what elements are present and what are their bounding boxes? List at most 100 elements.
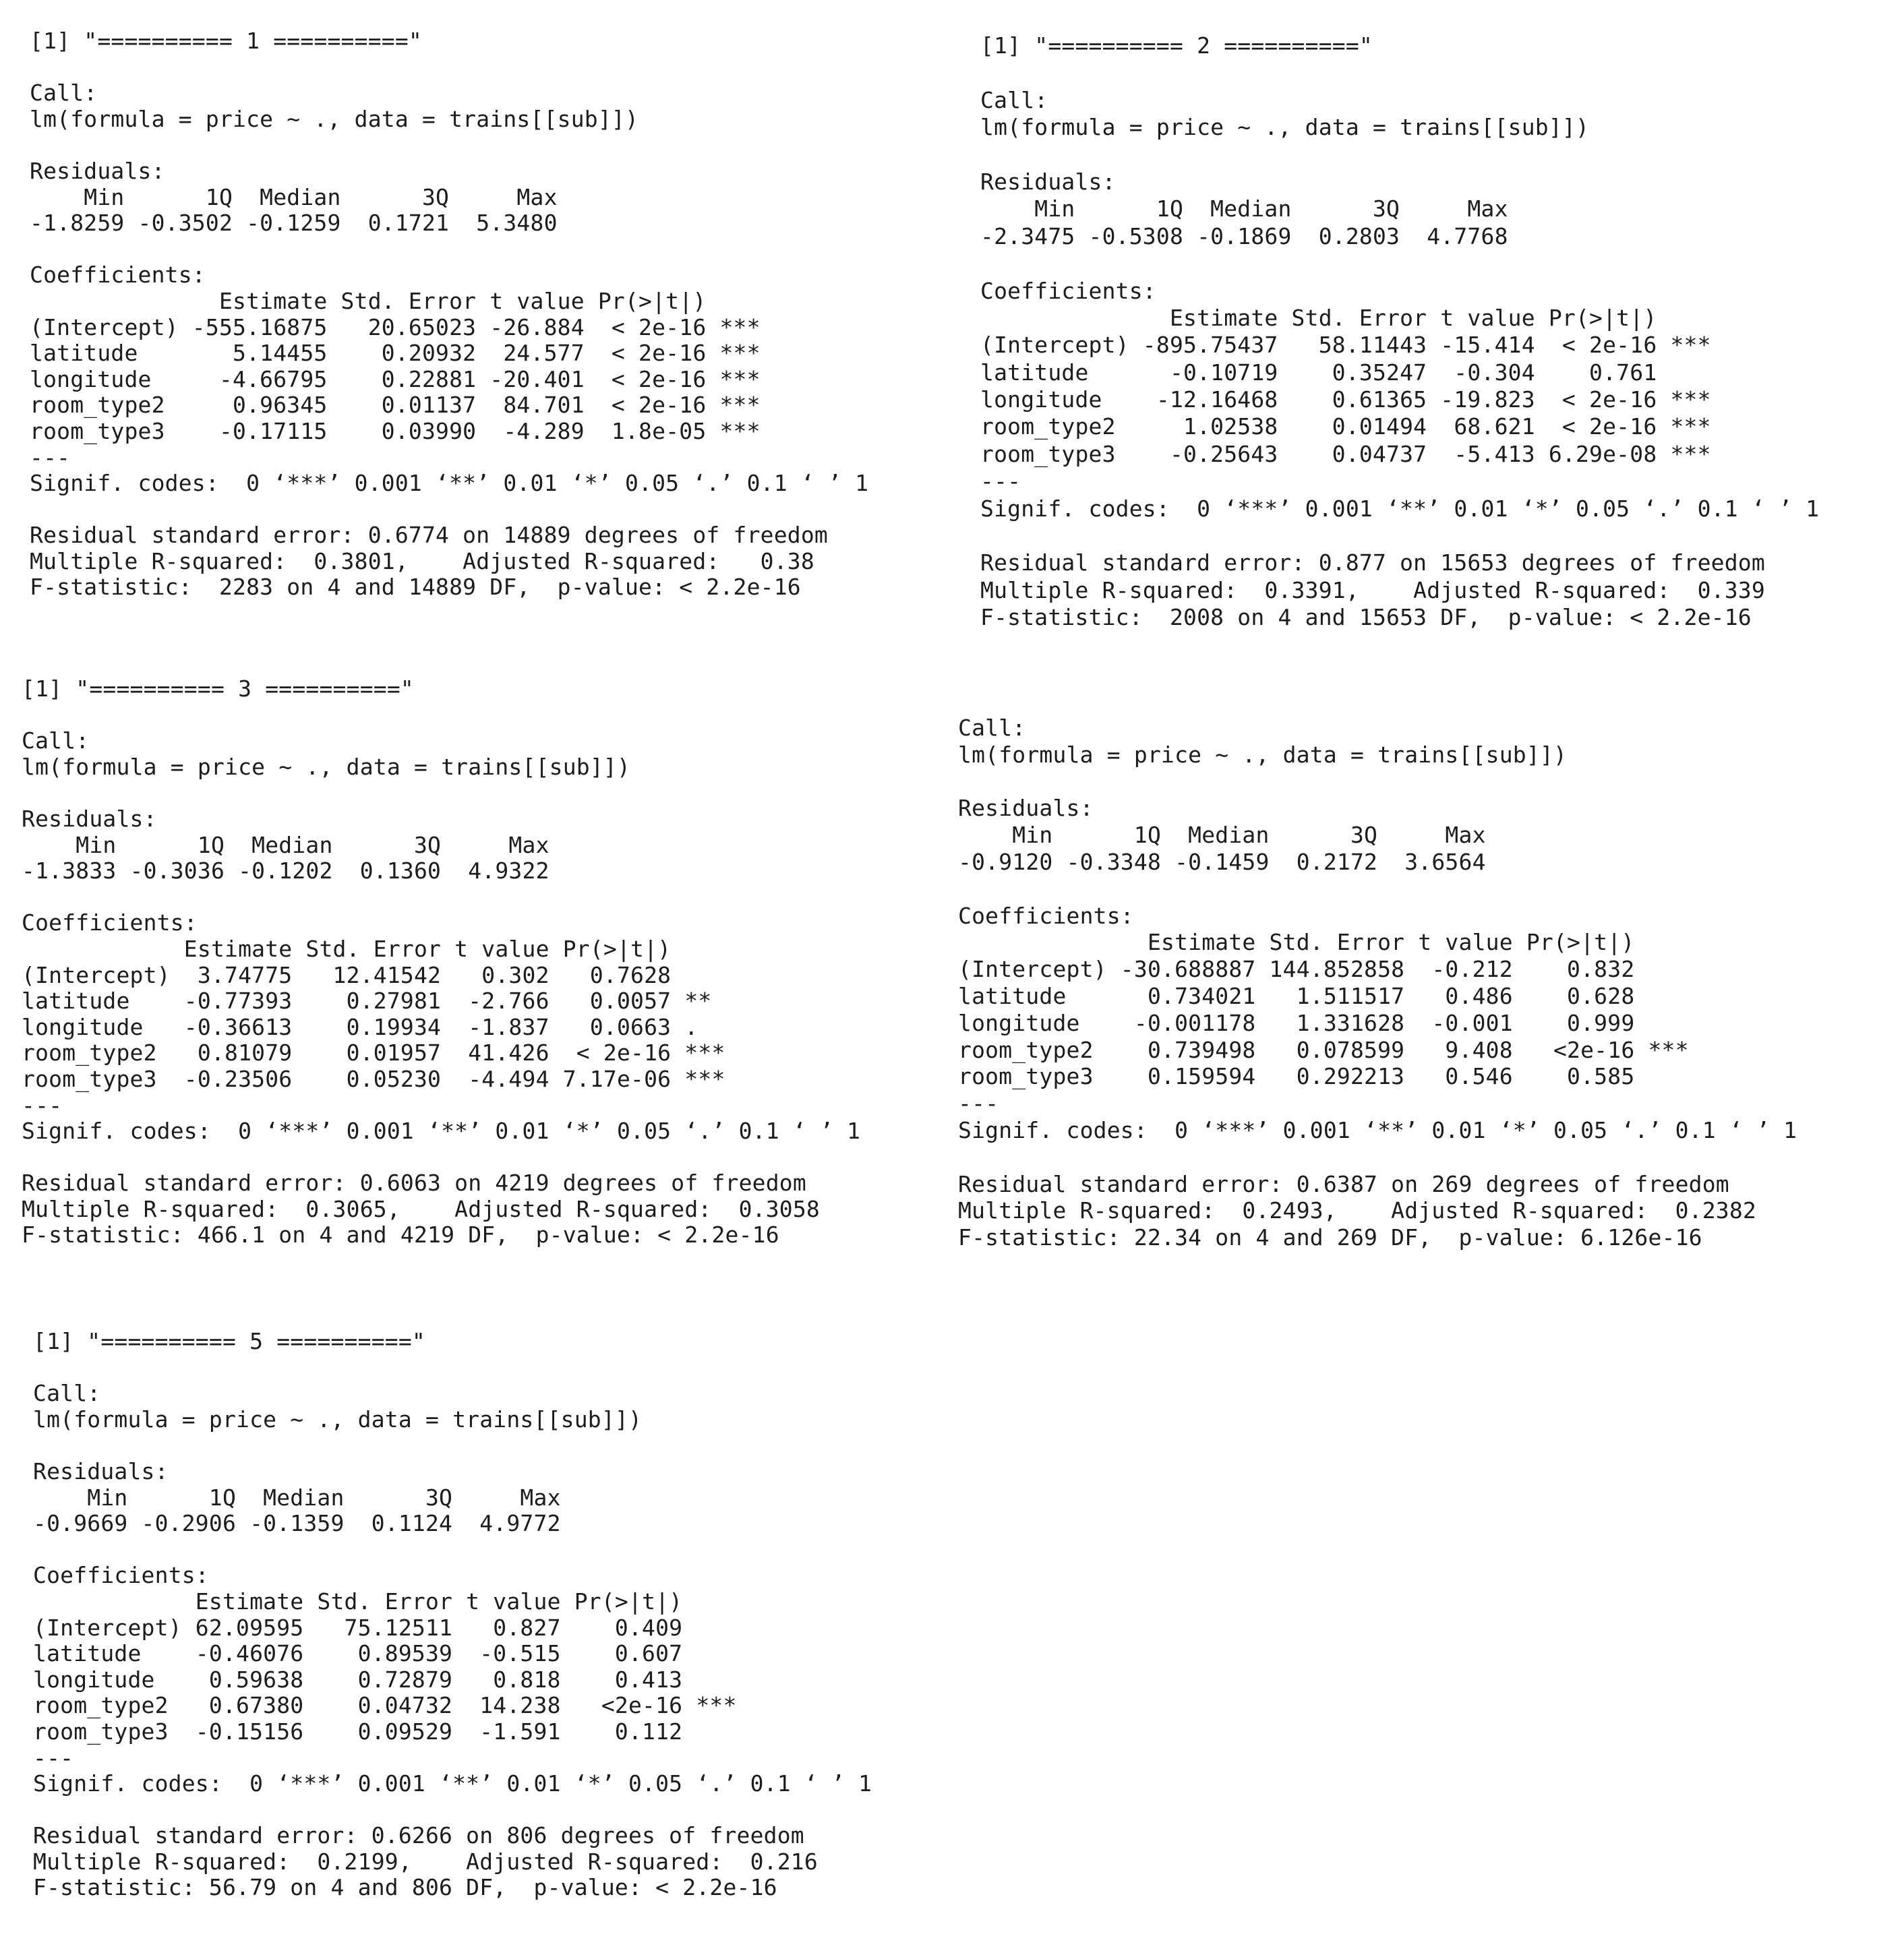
console-line: longitude -4.66795 0.22881 -20.401 < 2e-… [30,365,761,392]
console-line: Residual standard error: 0.877 on 15653 … [980,549,1765,576]
regression-output-3: [1] "========== 3 ==========" Call: lm(for… [22,675,861,1249]
console-line: room_type3 -0.17115 0.03990 -4.289 1.8e-… [30,417,761,444]
console-line: Multiple R-squared: 0.3391, Adjusted R-s… [980,576,1779,603]
console-line: room_type2 0.96345 0.01137 84.701 < 2e-1… [30,392,761,419]
console-line: F-statistic: 2283 on 4 and 14889 DF, p-v… [30,574,801,601]
console-line: Multiple R-squared: 0.2493, Adjusted R-s… [958,1197,1771,1224]
console-line: Min 1Q Median 3Q Max [22,831,563,858]
console-line: latitude -0.46076 0.89539 -0.515 0.607 [33,1640,737,1667]
console-line [980,59,1819,86]
console-line: [1] "========== 1 ==========" [30,28,422,54]
console-line: Multiple R-squared: 0.3801, Adjusted R-s… [30,547,828,574]
console-line: Residual standard error: 0.6063 on 4219 … [22,1170,806,1197]
console-line [33,1355,872,1381]
console-line: Coefficients: [30,262,206,289]
console-line: Call: [958,715,1026,741]
console-line: Residual standard error: 0.6266 on 806 d… [33,1822,804,1849]
console-line [22,702,860,729]
console-line: room_type2 0.67380 0.04732 14.238 <2e-16… [33,1692,737,1719]
console-line [980,522,1819,549]
console-line [980,142,1819,169]
console-line: Coefficients: [22,909,198,936]
console-line: [1] "========== 5 ==========" [33,1328,425,1354]
console-line [958,876,1797,903]
console-line: F-statistic: 466.1 on 4 and 4219 DF, p-v… [22,1222,779,1249]
console-line: Estimate Std. Error t value Pr(>|t|) [30,287,761,314]
console-line: longitude 0.59638 0.72879 0.818 0.413 [33,1666,737,1693]
console-line: Call: [980,86,1048,113]
console-line: Multiple R-squared: 0.2199, Adjusted R-s… [33,1848,831,1875]
console-line: longitude -0.001178 1.331628 -0.001 0.99… [958,1009,1689,1036]
console-line: F-statistic: 2008 on 4 and 15653 DF, p-v… [980,604,1752,631]
console-line: latitude 5.14455 0.20932 24.577 < 2e-16 … [30,340,761,367]
console-line [30,237,868,263]
console-line: lm(formula = price ~ ., data = trains[[s… [22,753,631,780]
console-line [958,769,1797,795]
console-line: Residuals: [33,1457,169,1484]
console-line: room_type3 -0.23506 0.05230 -4.494 7.17e… [22,1065,725,1092]
console-line: Estimate Std. Error t value Pr(>|t|) [22,935,725,962]
console-line: Residuals: [30,157,165,184]
console-line [22,780,860,806]
regression-output-2: [1] "========== 2 ==========" Call: lm(for… [980,32,1819,632]
console-line: Min 1Q Median 3Q Max [33,1484,574,1511]
console-line: lm(formula = price ~ ., data = trains[[s… [980,114,1590,141]
console-line: Signif. codes: 0 ‘***’ 0.001 ‘**’ 0.01 ‘… [30,470,869,497]
console-line: --- [980,468,1021,495]
console-line: latitude 0.734021 1.511517 0.486 0.628 [958,982,1689,1009]
console-line: room_type2 0.739498 0.078599 9.408 <2e-1… [958,1036,1689,1063]
console-line: (Intercept) 3.74775 12.41542 0.302 0.762… [22,961,725,988]
console-line: (Intercept) 62.09595 75.12511 0.827 0.40… [33,1614,737,1641]
console-line: Coefficients: [958,902,1134,929]
console-line: Residuals: [980,168,1116,195]
console-line: lm(formula = price ~ ., data = trains[[s… [958,741,1568,768]
console-line: (Intercept) -30.688887 144.852858 -0.212… [958,956,1689,983]
regression-output-4: Call: lm(formula = price ~ ., data = trai… [958,715,1797,1251]
console-line: Min 1Q Median 3Q Max [980,196,1522,222]
console-line: Coefficients: [33,1562,209,1589]
console-line: -0.9120 -0.3348 -0.1459 0.2172 3.6564 [958,848,1499,875]
console-line: Residual standard error: 0.6774 on 14889… [30,522,828,549]
console-line [30,497,868,523]
console-line: Call: [33,1380,101,1407]
console-line: Coefficients: [980,277,1156,304]
console-line [30,55,868,81]
console-line: --- [958,1090,999,1117]
console-line: (Intercept) -555.16875 20.65023 -26.884 … [30,313,761,340]
console-line: Signif. codes: 0 ‘***’ 0.001 ‘**’ 0.01 ‘… [958,1116,1797,1143]
console-line: room_type3 0.159594 0.292213 0.546 0.585 [958,1063,1689,1090]
console-line: room_type2 1.02538 0.01494 68.621 < 2e-1… [980,413,1711,440]
console-line [30,132,868,158]
console-line: -1.3833 -0.3036 -0.1202 0.1360 4.9322 [22,858,563,884]
console-line: lm(formula = price ~ ., data = trains[[s… [30,105,639,132]
console-line: Residuals: [958,795,1094,822]
console-line: lm(formula = price ~ ., data = trains[[s… [33,1406,643,1433]
console-line: Estimate Std. Error t value Pr(>|t|) [980,304,1711,331]
console-line: latitude -0.10719 0.35247 -0.304 0.761 [980,359,1711,386]
console-line [22,1145,860,1171]
console-line: room_type3 -0.25643 0.04737 -5.413 6.29e… [980,440,1711,467]
regression-output-1: [1] "========== 1 ==========" Call: lm(for… [30,28,868,601]
console-line: --- [33,1744,74,1771]
console-line [958,1144,1797,1171]
console-line [33,1433,872,1459]
console-line: (Intercept) -895.75437 58.11443 -15.414 … [980,332,1711,359]
console-line: --- [22,1091,63,1118]
console-line: Residual standard error: 0.6387 on 269 d… [958,1170,1729,1197]
console-line [22,884,860,911]
console-line: Estimate Std. Error t value Pr(>|t|) [958,929,1689,956]
console-line [33,1797,872,1824]
console-line: Signif. codes: 0 ‘***’ 0.001 ‘**’ 0.01 ‘… [22,1118,861,1145]
console-line: Min 1Q Median 3Q Max [958,822,1499,849]
console-line: latitude -0.77393 0.27981 -2.766 0.0057 … [22,988,725,1015]
regression-output-5: [1] "========== 5 ==========" Call: lm(for… [33,1328,872,1901]
console-line: longitude -0.36613 0.19934 -1.837 0.0663… [22,1013,725,1040]
console-line: Multiple R-squared: 0.3065, Adjusted R-s… [22,1195,834,1222]
console-line: Call: [30,80,98,107]
console-line: Estimate Std. Error t value Pr(>|t|) [33,1588,737,1615]
console-line: [1] "========== 3 ==========" [22,675,414,702]
console-line [980,250,1819,277]
console-line: longitude -12.16468 0.61365 -19.823 < 2e… [980,386,1711,413]
console-line: Residuals: [22,805,157,832]
console-line: -0.9669 -0.2906 -0.1359 0.1124 4.9772 [33,1510,574,1537]
